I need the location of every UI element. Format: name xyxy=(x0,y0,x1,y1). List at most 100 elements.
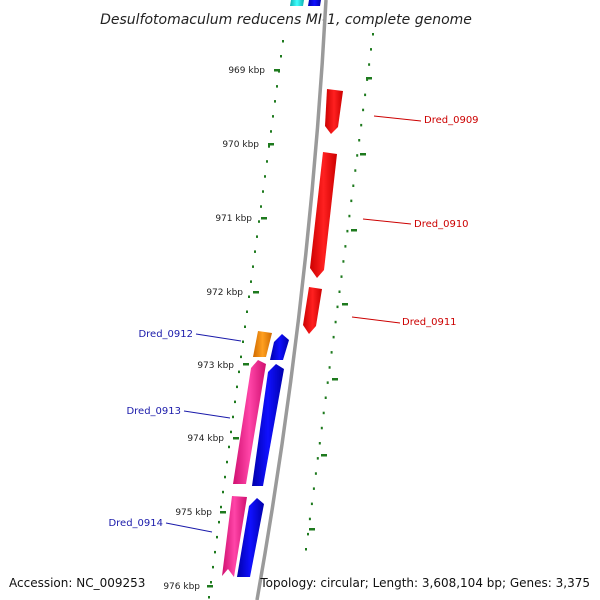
label-dred-0909[interactable]: Dred_0909 xyxy=(424,115,479,126)
gene-dred-0909[interactable] xyxy=(325,89,343,134)
track-dot xyxy=(368,63,371,66)
track-dot xyxy=(348,214,351,218)
track-dot xyxy=(310,502,313,506)
track-dot xyxy=(308,517,311,521)
track-dot xyxy=(276,85,278,88)
track-dot xyxy=(258,220,260,223)
track-dot xyxy=(234,400,236,404)
cds-blue-1[interactable] xyxy=(270,334,289,360)
track-dot xyxy=(364,93,367,97)
track-dot xyxy=(242,340,244,343)
cds-blue-3[interactable] xyxy=(237,498,264,577)
tick-mark xyxy=(207,585,213,588)
tick-label: 974 kbp xyxy=(187,434,224,444)
track-dot xyxy=(244,325,246,328)
outer-ticks xyxy=(309,77,372,531)
track-dot xyxy=(362,108,365,112)
track-dot xyxy=(338,290,341,293)
track-dot xyxy=(250,280,252,283)
tick-label: 971 kbp xyxy=(215,214,252,224)
track-dot xyxy=(274,100,276,103)
track-dot xyxy=(230,430,232,434)
track-dot xyxy=(246,310,248,313)
track-dot xyxy=(340,275,343,278)
track-dot xyxy=(320,426,323,430)
track-dot xyxy=(354,169,357,172)
label-dred-0914[interactable]: Dred_0914 xyxy=(108,518,163,529)
track-dot xyxy=(226,460,228,464)
track-dot xyxy=(282,40,284,43)
track-dot xyxy=(248,295,250,298)
track-dot xyxy=(370,48,372,51)
track-dot xyxy=(307,532,309,536)
track-dot xyxy=(238,370,240,374)
track-dot xyxy=(358,139,361,142)
track-dot xyxy=(336,305,339,309)
tick-mark xyxy=(261,217,267,220)
track-dot xyxy=(268,145,270,148)
track-dot xyxy=(232,415,234,419)
track-dot xyxy=(208,596,210,599)
tick-label: 975 kbp xyxy=(175,508,212,518)
track-dot xyxy=(356,154,359,157)
track-dot xyxy=(224,475,226,479)
track-dot xyxy=(252,265,254,268)
track-dot xyxy=(360,123,363,127)
label-dred-0911[interactable]: Dred_0911 xyxy=(402,317,457,328)
forward-strand-genes xyxy=(303,89,343,334)
track-dot xyxy=(214,550,216,554)
track-dot xyxy=(216,535,218,539)
gene-dred-0912[interactable] xyxy=(253,331,272,357)
map-title: Desulfotomaculum reducens MI-1, complete… xyxy=(100,12,472,28)
tick-mark xyxy=(253,291,259,294)
gene-dred-0910[interactable] xyxy=(310,152,337,278)
reverse-strand-genes xyxy=(222,331,289,577)
track-dot xyxy=(352,184,355,187)
tick-mark xyxy=(268,143,274,146)
tick-label: 976 kbp xyxy=(163,582,200,592)
track-dot xyxy=(305,548,307,551)
track-dot xyxy=(372,33,374,36)
label-dred-0910[interactable]: Dred_0910 xyxy=(414,219,469,230)
track-dot xyxy=(326,381,329,384)
track-dot xyxy=(342,260,345,263)
gene-dred-0911[interactable] xyxy=(303,287,322,334)
track-dot xyxy=(330,351,333,354)
label-dred-0912[interactable]: Dred_0912 xyxy=(138,329,193,340)
track-dot xyxy=(318,442,321,445)
track-dot xyxy=(228,445,230,449)
track-dot xyxy=(220,505,222,509)
tick-label: 972 kbp xyxy=(206,288,243,298)
track-dot xyxy=(366,78,369,81)
tick-label: 969 kbp xyxy=(228,66,265,76)
tick-label: 973 kbp xyxy=(197,361,234,371)
tick-mark xyxy=(243,363,249,366)
track-dot xyxy=(254,250,256,253)
track-dot xyxy=(312,487,315,490)
track-dot xyxy=(240,355,242,359)
cds-blue-2[interactable] xyxy=(252,364,284,486)
label-dred-0913[interactable]: Dred_0913 xyxy=(126,406,181,417)
tick-mark xyxy=(220,511,226,514)
gene-label-connectors xyxy=(165,115,422,533)
partial-cds-blue xyxy=(308,0,321,6)
track-dot xyxy=(222,490,224,494)
accession-text: Accession: NC_009253 xyxy=(9,576,145,590)
track-dot xyxy=(322,411,325,415)
gene-dred-0914[interactable] xyxy=(222,496,247,577)
tick-track-inner xyxy=(208,40,284,599)
track-dot xyxy=(334,320,337,324)
track-dot xyxy=(264,175,266,178)
gene-dred-0913[interactable] xyxy=(233,360,266,484)
track-dot xyxy=(324,396,327,399)
track-dot xyxy=(314,472,317,475)
track-dot xyxy=(236,385,238,389)
kbp-ticks: 969 kbp 970 kbp 971 kbp 972 kbp 973 kbp … xyxy=(163,66,280,592)
track-dot xyxy=(328,366,331,369)
partial-cds-cyan xyxy=(290,0,304,6)
track-dot xyxy=(270,130,272,133)
tick-mark xyxy=(233,437,239,440)
topology-text: Topology: circular; Length: 3,608,104 bp… xyxy=(259,576,590,590)
track-dot xyxy=(272,115,274,118)
